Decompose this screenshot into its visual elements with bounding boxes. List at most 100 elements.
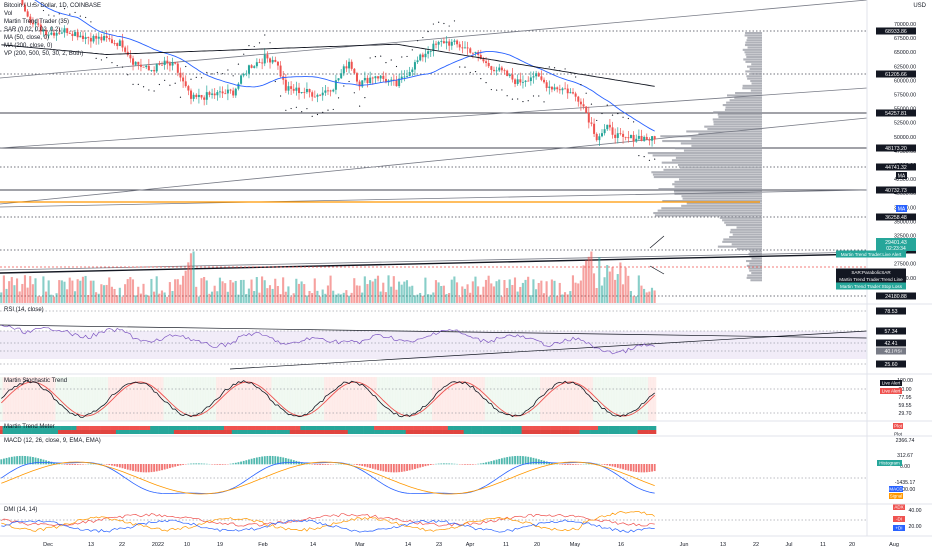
price-axis[interactable]: 70000.0067500.0065000.0062500.0060000.00…	[0, 0, 932, 537]
volume-bar	[147, 295, 150, 303]
meter-cell	[223, 426, 227, 430]
candle-body	[113, 43, 116, 44]
macd-histogram-bar	[313, 464, 316, 465]
volume-bar	[239, 279, 243, 303]
sar-dot	[37, 4, 39, 6]
meter-cell	[576, 426, 580, 430]
macd-histogram-bar	[137, 464, 140, 472]
candle-body	[155, 64, 158, 72]
stoch-bg	[295, 377, 299, 421]
meter-cell	[371, 426, 375, 430]
sar-dot	[264, 34, 266, 36]
indicator-legend-ma50[interactable]: MA (50, close, 0)	[4, 35, 50, 41]
meter-cell	[445, 430, 449, 434]
stoch-bg	[239, 377, 243, 421]
meter-cell	[247, 426, 251, 430]
macd-histogram-bar	[176, 464, 179, 466]
price-tick-label: 65000.00	[894, 50, 916, 56]
meter-cell	[331, 430, 335, 434]
candle-body	[34, 23, 37, 25]
volume-bar	[492, 286, 495, 303]
macd-histogram-bar	[132, 464, 134, 471]
rsi-title[interactable]: RSI (14, close)	[4, 307, 44, 313]
stoch-bg	[73, 377, 77, 421]
trend-line	[0, 117, 868, 205]
volume-bar	[398, 281, 401, 303]
meter-cell	[255, 426, 259, 430]
rsi-level-box	[876, 339, 906, 347]
meter-cell	[100, 426, 104, 430]
indicator-legend-ma200[interactable]: MA (200, close, 0)	[4, 43, 53, 49]
indicator-legend-vp[interactable]: VP (200, 500, 50, 30, 2, Both)	[4, 51, 84, 57]
volume-bar	[142, 283, 145, 303]
macd-histogram-bar	[569, 464, 572, 465]
candle-body	[645, 136, 648, 140]
indicator-legend-vol[interactable]: Vol	[4, 11, 13, 17]
stoch-bg	[110, 377, 114, 421]
stoch-bg	[611, 377, 615, 421]
meter-cell	[316, 430, 320, 434]
volume-bar	[474, 276, 477, 303]
stoch-bg	[289, 377, 293, 421]
meter-cell	[97, 430, 101, 434]
macd-title[interactable]: MACD (12, 26, close, 9, EMA, EMA)	[4, 438, 101, 444]
macd-histogram-bar	[169, 464, 171, 469]
meter-cell	[237, 426, 241, 430]
candle-body	[361, 80, 364, 87]
meter-cell	[65, 430, 69, 434]
stoch-bg	[442, 377, 446, 421]
candle-body	[145, 65, 148, 68]
macd-histogram-bar	[429, 464, 432, 465]
meter-cell	[416, 426, 420, 430]
macd-histogram-bar	[287, 458, 290, 465]
sar-dot	[111, 62, 113, 64]
meter-cell	[55, 426, 59, 430]
time-axis[interactable]: Dec 13 22 2022 10 19 Feb 14 Mar 14 23 Apr 11 20 May 16 J…	[43, 542, 899, 548]
sar-dot	[448, 25, 450, 27]
meter-cell	[490, 426, 493, 430]
candle-body	[587, 112, 590, 123]
candle-body	[110, 39, 113, 44]
stoch-title[interactable]: Martin Stochastic Trend	[4, 378, 68, 384]
stoch-bg	[532, 377, 536, 421]
volume-bar	[295, 278, 298, 303]
candle-body	[232, 90, 235, 96]
rsi-level-label: 40.00	[885, 349, 898, 355]
meter-cell	[424, 426, 428, 430]
volume-bar	[216, 291, 219, 303]
meter-cell	[347, 426, 351, 430]
dmi-title[interactable]: DMI (14, 14)	[4, 507, 38, 513]
volume-bar	[10, 277, 13, 303]
volume-profile-bar	[673, 190, 762, 193]
meter-cell	[297, 426, 301, 430]
meter-title[interactable]: Martin Trend Meter	[4, 424, 55, 430]
candle-body	[221, 91, 224, 94]
meter-cell	[547, 426, 551, 430]
price-tick-label: 42500.00	[894, 177, 916, 183]
meter-cell	[487, 426, 491, 430]
meter-cell	[611, 426, 615, 430]
stoch-bg	[408, 377, 412, 421]
candle-body	[429, 51, 432, 52]
stoch-bg	[316, 377, 320, 421]
indicator-legend-martin[interactable]: Martin Trend Trader (35)	[4, 19, 70, 25]
candle-body	[319, 94, 322, 96]
volume-bar	[648, 291, 651, 303]
main-price-pane[interactable]	[0, 0, 868, 303]
candle-body	[545, 82, 548, 88]
sar-dot	[422, 36, 424, 39]
meter-cell	[392, 430, 396, 434]
macd-histogram-bar	[166, 464, 169, 469]
stoch-level-label: 80.00	[899, 387, 912, 393]
stoch-bg	[476, 377, 480, 421]
indicator-legend-sar[interactable]: SAR (0.02, 0.02, 0.2)	[4, 27, 61, 33]
dmi-tag-box	[893, 504, 905, 510]
macd-pane[interactable]: 2366.74312.670.00-1435.17-2000.00Histogr…	[0, 438, 915, 499]
sar-dot	[590, 103, 593, 105]
meter-cell	[50, 430, 53, 434]
